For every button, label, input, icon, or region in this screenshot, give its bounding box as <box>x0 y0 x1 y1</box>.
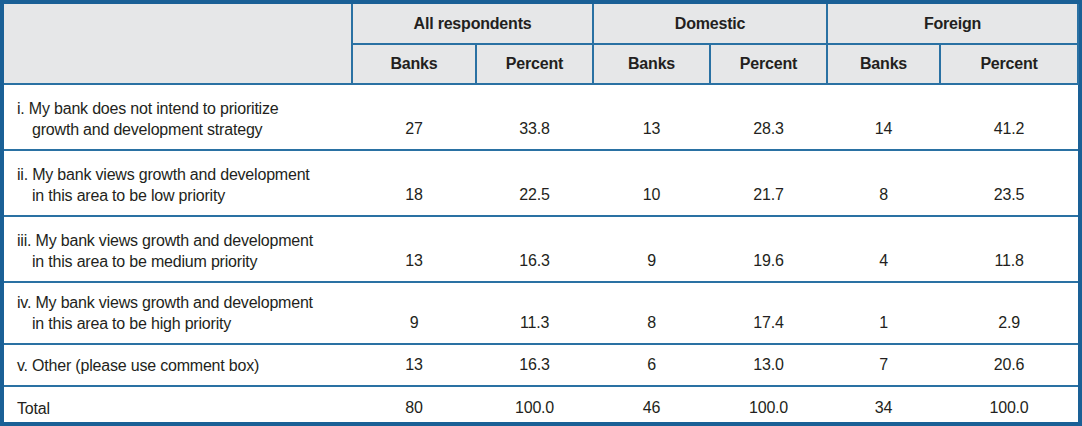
cell-domestic-banks: 6 <box>593 344 710 386</box>
cell-domestic-percent: 21.7 <box>710 150 827 216</box>
cell-domestic-percent: 28.3 <box>710 84 827 150</box>
cell-all-banks: 27 <box>352 84 476 150</box>
subheader-all-percent: Percent <box>476 44 593 84</box>
cell-foreign-banks: 8 <box>827 150 940 216</box>
cell-foreign-banks: 14 <box>827 84 940 150</box>
row-label: iv. My bank views growth and development… <box>4 282 352 344</box>
cell-domestic-banks: 46 <box>593 386 710 426</box>
cell-domestic-banks: 8 <box>593 282 710 344</box>
row-label: ii. My bank views growth and development… <box>4 150 352 216</box>
cell-all-percent: 100.0 <box>476 386 593 426</box>
table-row-i: i. My bank does not intend to prioritize… <box>4 84 1078 150</box>
cell-all-banks: 18 <box>352 150 476 216</box>
table-row-total: Total 80 100.0 46 100.0 34 100.0 <box>4 386 1078 426</box>
table-row-v: v. Other (please use comment box) 13 16.… <box>4 344 1078 386</box>
cell-all-percent: 22.5 <box>476 150 593 216</box>
row-label-line1: Total <box>17 398 344 419</box>
cell-all-banks: 13 <box>352 344 476 386</box>
cell-foreign-banks: 34 <box>827 386 940 426</box>
row-label-line1: ii. My bank views growth and development <box>17 164 344 185</box>
cell-all-percent: 11.3 <box>476 282 593 344</box>
cell-domestic-percent: 17.4 <box>710 282 827 344</box>
cell-all-percent: 16.3 <box>476 344 593 386</box>
cell-foreign-percent: 11.8 <box>940 216 1078 282</box>
cell-foreign-percent: 20.6 <box>940 344 1078 386</box>
cell-foreign-percent: 100.0 <box>940 386 1078 426</box>
row-label: Total <box>4 386 352 426</box>
group-header-all-respondents: All respondents <box>352 4 593 44</box>
row-label-line2: in this area to be high priority <box>17 313 344 334</box>
cell-all-percent: 16.3 <box>476 216 593 282</box>
cell-foreign-percent: 2.9 <box>940 282 1078 344</box>
cell-all-percent: 33.8 <box>476 84 593 150</box>
header-group-row: All respondents Domestic Foreign <box>4 4 1078 44</box>
row-label-line1: i. My bank does not intend to prioritize <box>17 98 344 119</box>
row-label: v. Other (please use comment box) <box>4 344 352 386</box>
cell-domestic-percent: 100.0 <box>710 386 827 426</box>
cell-domestic-percent: 19.6 <box>710 216 827 282</box>
survey-results-table: All respondents Domestic Foreign Banks P… <box>4 4 1079 426</box>
table-row-iii: iii. My bank views growth and developmen… <box>4 216 1078 282</box>
table-row-iv: iv. My bank views growth and development… <box>4 282 1078 344</box>
cell-domestic-percent: 13.0 <box>710 344 827 386</box>
subheader-foreign-percent: Percent <box>940 44 1078 84</box>
cell-foreign-percent: 23.5 <box>940 150 1078 216</box>
row-label: iii. My bank views growth and developmen… <box>4 216 352 282</box>
row-label-line1: v. Other (please use comment box) <box>17 355 344 376</box>
cell-domestic-banks: 13 <box>593 84 710 150</box>
cell-foreign-banks: 7 <box>827 344 940 386</box>
cell-foreign-percent: 41.2 <box>940 84 1078 150</box>
row-label: i. My bank does not intend to prioritize… <box>4 84 352 150</box>
subheader-all-banks: Banks <box>352 44 476 84</box>
row-label-line2: in this area to be low priority <box>17 185 344 206</box>
row-label-line2: in this area to be medium priority <box>17 251 344 272</box>
table-frame: All respondents Domestic Foreign Banks P… <box>0 0 1082 426</box>
subheader-domestic-percent: Percent <box>710 44 827 84</box>
cell-domestic-banks: 10 <box>593 150 710 216</box>
subheader-foreign-banks: Banks <box>827 44 940 84</box>
cell-foreign-banks: 4 <box>827 216 940 282</box>
cell-all-banks: 9 <box>352 282 476 344</box>
row-label-line1: iv. My bank views growth and development <box>17 292 344 313</box>
row-label-line1: iii. My bank views growth and developmen… <box>17 230 344 251</box>
cell-foreign-banks: 1 <box>827 282 940 344</box>
group-header-domestic: Domestic <box>593 4 827 44</box>
subheader-domestic-banks: Banks <box>593 44 710 84</box>
group-header-foreign: Foreign <box>827 4 1078 44</box>
cell-all-banks: 80 <box>352 386 476 426</box>
table-row-ii: ii. My bank views growth and development… <box>4 150 1078 216</box>
cell-all-banks: 13 <box>352 216 476 282</box>
row-label-line2: growth and development strategy <box>17 119 344 140</box>
corner-cell <box>4 4 352 84</box>
cell-domestic-banks: 9 <box>593 216 710 282</box>
